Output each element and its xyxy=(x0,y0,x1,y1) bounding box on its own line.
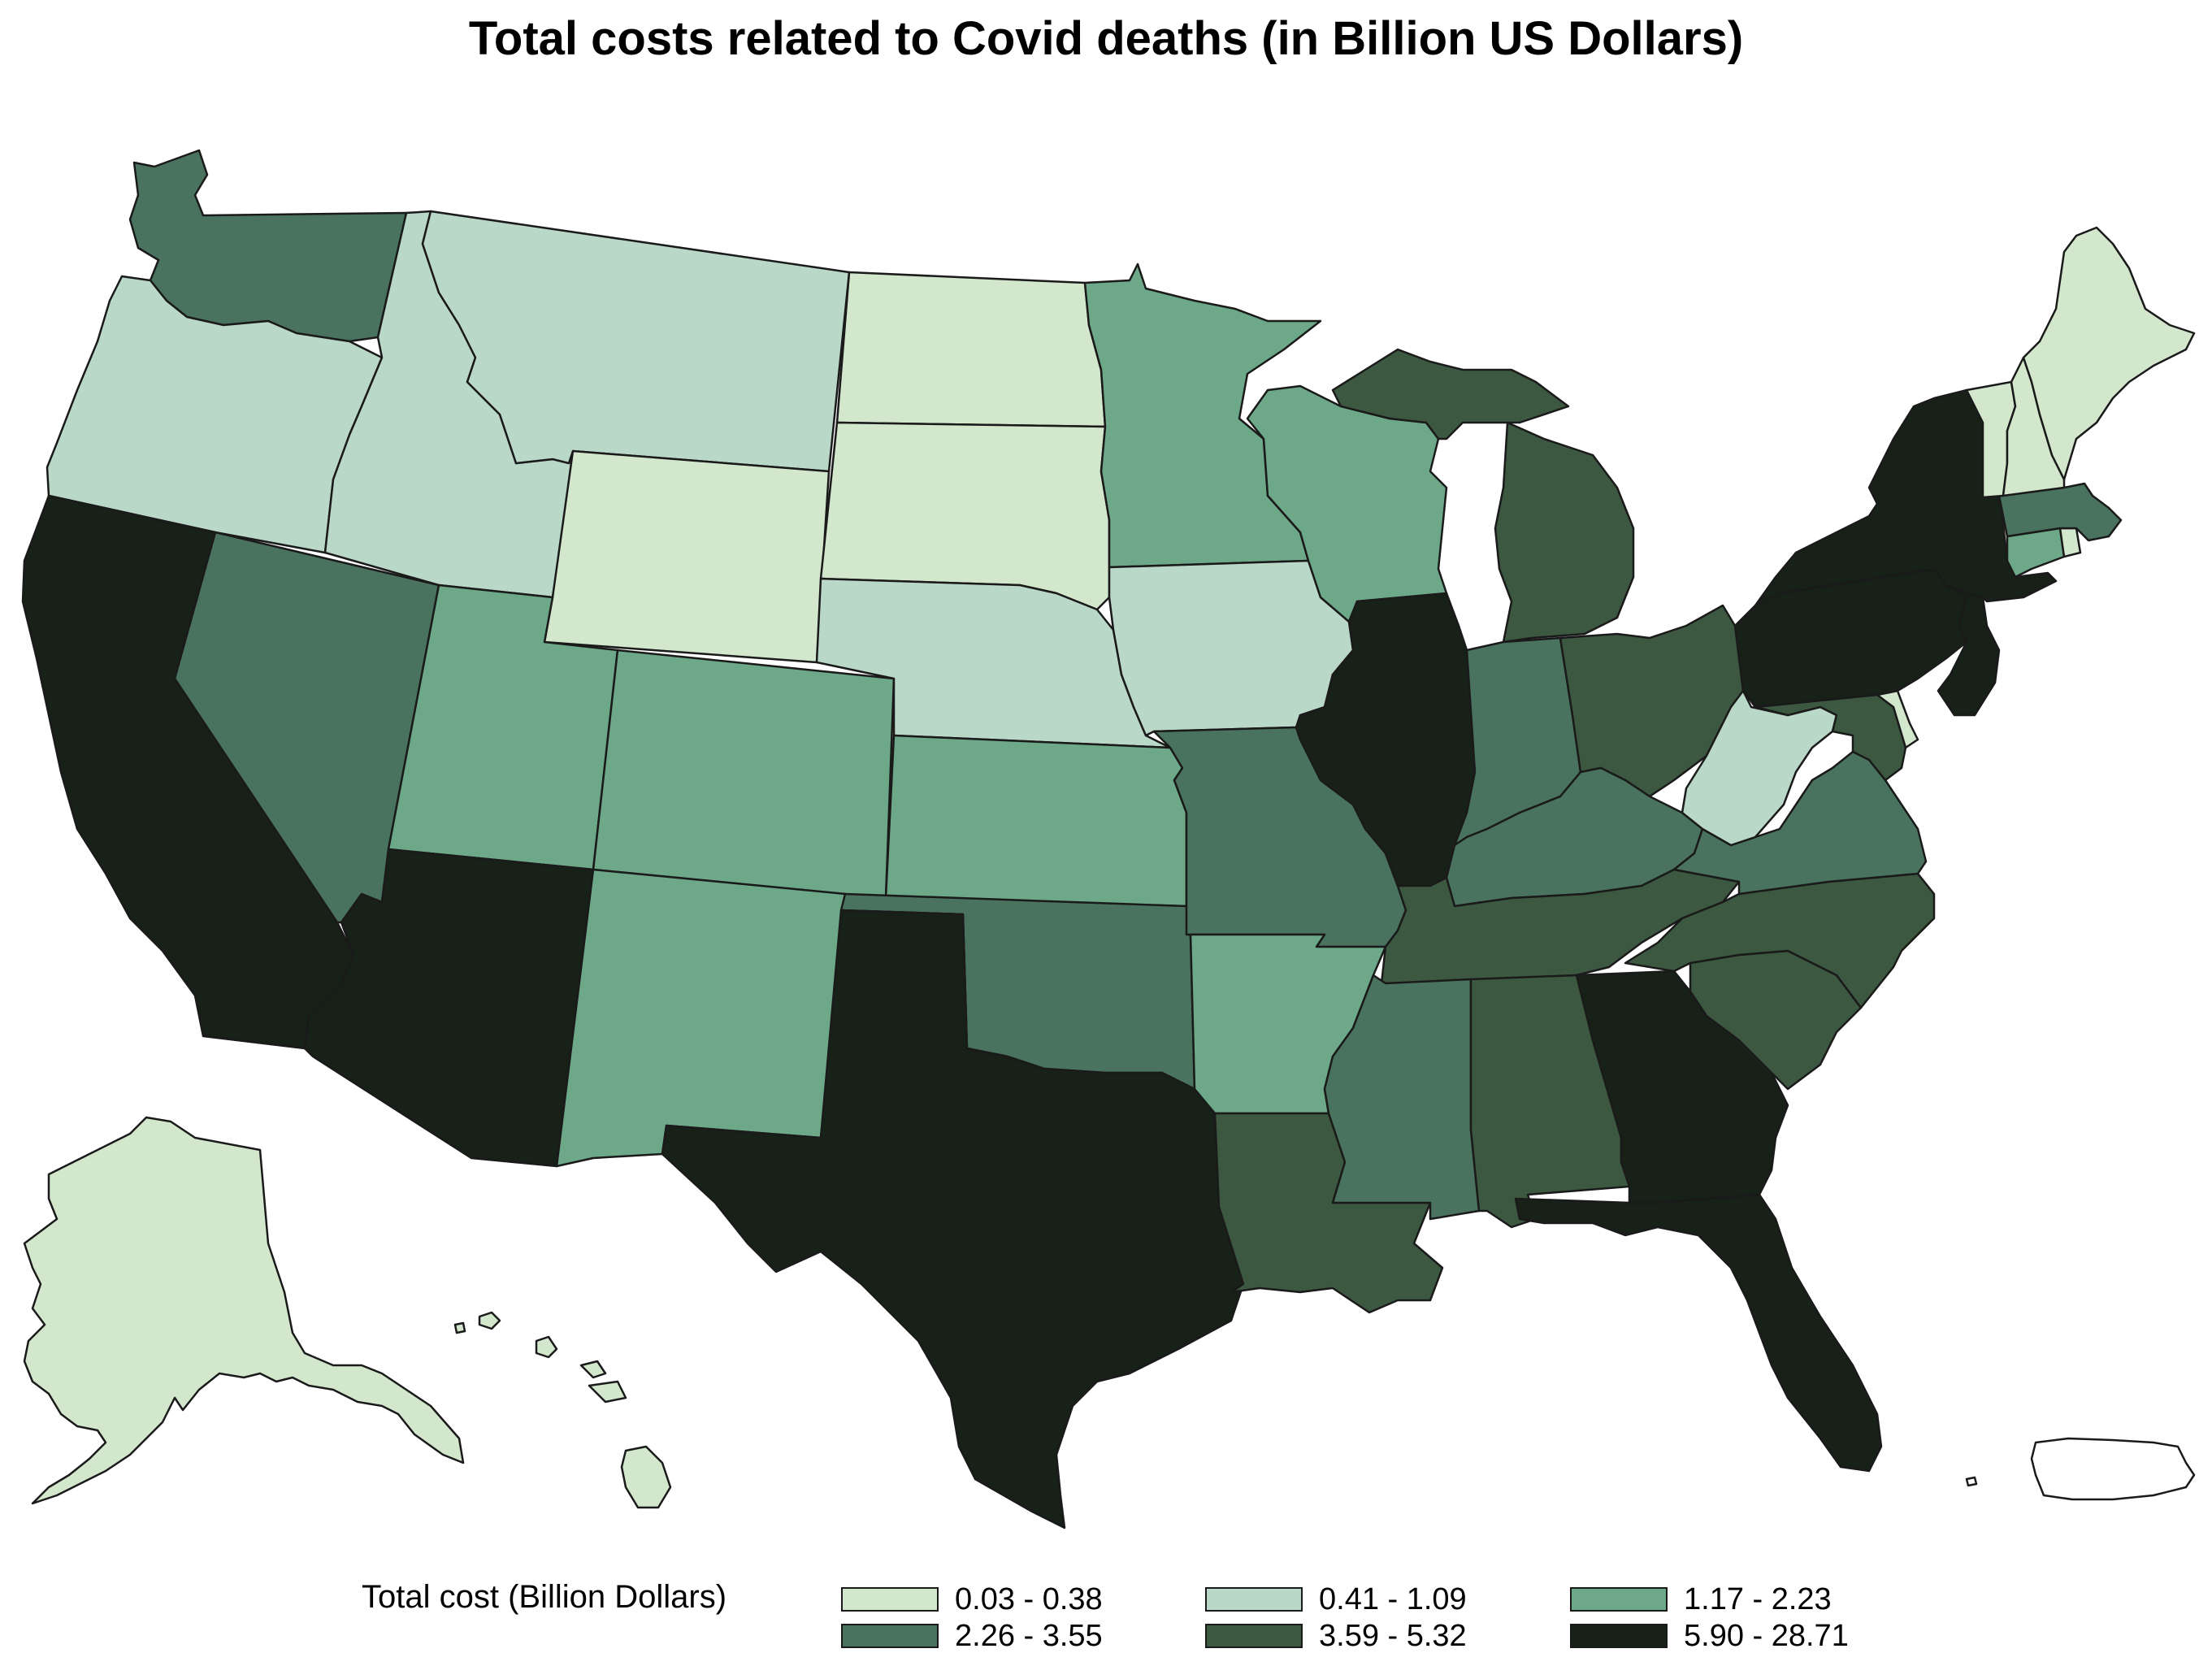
state-minnesota xyxy=(1083,262,1322,569)
puerto-rico-islet xyxy=(1965,1476,1978,1487)
state-michigan xyxy=(1331,348,1635,644)
us-choropleth-map xyxy=(21,149,2196,1529)
state-texas xyxy=(661,909,1245,1529)
state-colorado xyxy=(592,649,896,900)
state-new-mexico xyxy=(555,868,847,1168)
legend-label: 5.90 - 28.71 xyxy=(1684,1619,1849,1653)
legend-swatch xyxy=(841,1624,939,1648)
legend-label: 2.26 - 3.55 xyxy=(955,1619,1103,1653)
map-title: Total costs related to Covid deaths (in … xyxy=(468,12,1744,65)
state-new-jersey xyxy=(1937,584,2001,717)
state-maine xyxy=(2022,226,2196,481)
state-hawaii xyxy=(453,1311,672,1509)
legend-label: 1.17 - 2.23 xyxy=(1684,1582,1832,1616)
state-rhode-island xyxy=(2058,527,2082,558)
legend-label: 3.59 - 5.32 xyxy=(1319,1619,1467,1653)
legend-title: Total cost (Billion Dollars) xyxy=(362,1579,727,1615)
territory-puerto-rico xyxy=(2030,1437,2196,1501)
state-north-dakota xyxy=(835,271,1107,428)
legend-swatch xyxy=(1205,1624,1303,1648)
legend-swatch xyxy=(841,1587,939,1612)
state-alaska xyxy=(23,1116,465,1505)
legend-swatch xyxy=(1205,1587,1303,1612)
state-wyoming xyxy=(543,449,831,664)
state-north-carolina xyxy=(1624,872,1936,1009)
state-florida xyxy=(1514,1193,1883,1473)
legend-label: 0.03 - 0.38 xyxy=(955,1582,1103,1616)
legend-label: 0.41 - 1.09 xyxy=(1319,1582,1467,1616)
state-california xyxy=(21,494,355,1050)
legend-swatch xyxy=(1570,1624,1668,1648)
legend-swatch xyxy=(1570,1587,1668,1612)
legend: Total cost (Billion Dollars) 0.03 - 0.38… xyxy=(0,1573,2212,1662)
state-tennessee xyxy=(1380,868,1741,985)
state-massachusetts xyxy=(1997,482,2123,542)
state-kansas xyxy=(884,734,1188,908)
